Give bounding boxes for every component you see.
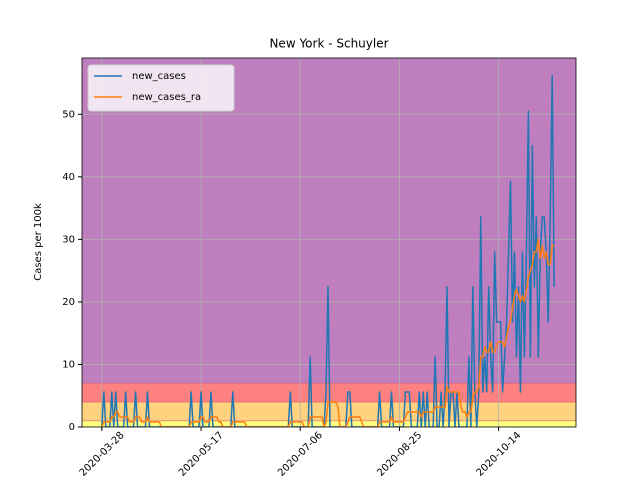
y-tick-label: 50 [62, 109, 75, 120]
threshold-band [82, 420, 576, 427]
axes-frame [81, 57, 577, 428]
y-tick-label: 40 [62, 172, 75, 183]
y-tick-label: 0 [69, 422, 75, 433]
series-line [101, 74, 555, 427]
chart-title: New York - Schuyler [269, 37, 388, 51]
series-line [101, 238, 555, 427]
y-tick-label: 30 [62, 234, 75, 245]
legend: new_cases new_cases_ra [87, 64, 235, 112]
y-tick-label: 10 [62, 359, 75, 370]
x-tick-label: 2020-03-28 [78, 430, 127, 479]
legend-label: new_cases_ra [132, 92, 201, 103]
plot-area [82, 58, 576, 427]
y-tick-label: 20 [62, 297, 75, 308]
x-tick-label: 2020-07-06 [276, 430, 325, 479]
y-axis-label: Cases per 100k [33, 203, 44, 281]
threshold-band [82, 401, 576, 421]
legend-label: new_cases [132, 71, 186, 82]
x-tick-label: 2020-05-17 [177, 430, 226, 479]
legend-box [87, 64, 235, 112]
x-tick-label: 2020-08-25 [375, 430, 424, 479]
x-tick-label: 2020-10-14 [475, 430, 524, 479]
